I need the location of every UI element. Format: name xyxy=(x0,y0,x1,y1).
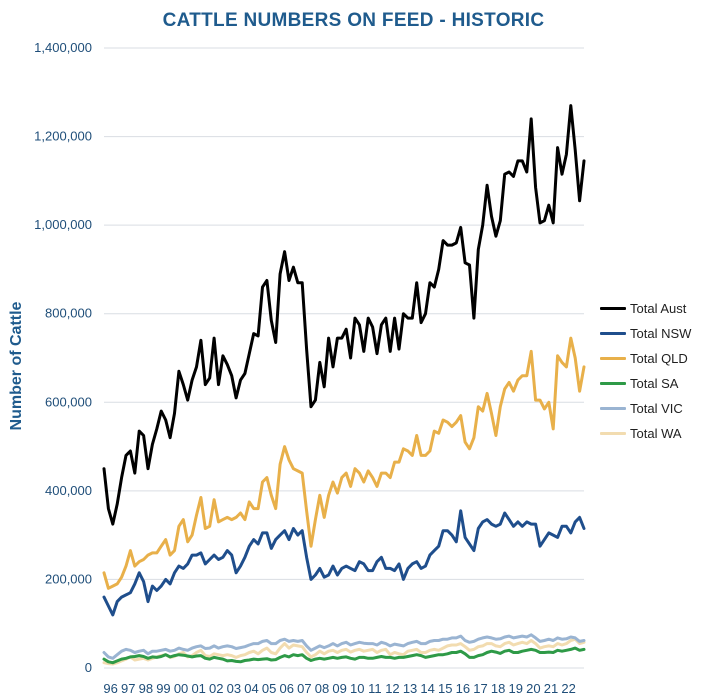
legend-label: Total NSW xyxy=(630,326,692,341)
legend-swatch xyxy=(600,382,626,385)
x-axis-ticks: 96 97 98 99 00 01 02 03 04 05 06 07 08 09 10 11 12 13 14 15… xyxy=(103,681,575,696)
x-tick-label: 20 xyxy=(526,681,540,696)
x-tick-label: 13 xyxy=(403,681,417,696)
y-tick-label: 800,000 xyxy=(45,306,92,321)
x-tick-label: 18 xyxy=(491,681,505,696)
series-line-total-vic xyxy=(102,633,586,660)
y-tick-label: 1,200,000 xyxy=(34,129,92,144)
legend-swatch xyxy=(600,407,626,410)
x-tick-label: 04 xyxy=(244,681,258,696)
x-tick-label: 22 xyxy=(561,681,575,696)
legend-item: Total Aust xyxy=(600,296,691,321)
gridlines xyxy=(104,47,584,669)
legend-swatch xyxy=(600,357,626,360)
legend-item: Total QLD xyxy=(600,346,691,371)
x-tick-label: 16 xyxy=(456,681,470,696)
legend-swatch xyxy=(600,432,626,435)
y-axis-ticks: 0 200,000 400,000 600,000 800,000 1,000,000 1,… xyxy=(34,40,92,675)
series-line-total-aust xyxy=(102,104,586,526)
x-tick-label: 00 xyxy=(174,681,188,696)
y-tick-label: 400,000 xyxy=(45,483,92,498)
x-tick-label: 98 xyxy=(139,681,153,696)
x-tick-label: 15 xyxy=(438,681,452,696)
x-tick-label: 08 xyxy=(315,681,329,696)
series-line-total-nsw xyxy=(102,509,586,617)
x-tick-label: 11 xyxy=(368,681,382,696)
legend-item: Total WA xyxy=(600,421,691,446)
legend-label: Total VIC xyxy=(630,401,683,416)
x-tick-label: 05 xyxy=(262,681,276,696)
x-tick-label: 96 xyxy=(103,681,117,696)
series-lines xyxy=(102,104,586,666)
legend-label: Total SA xyxy=(630,376,679,391)
series-line-total-wa xyxy=(102,637,586,666)
x-tick-label: 07 xyxy=(297,681,311,696)
legend-item: Total VIC xyxy=(600,396,691,421)
x-tick-label: 99 xyxy=(156,681,170,696)
legend-swatch xyxy=(600,307,626,310)
legend-label: Total QLD xyxy=(630,351,688,366)
x-tick-label: 09 xyxy=(332,681,346,696)
x-tick-label: 06 xyxy=(280,681,294,696)
legend-swatch xyxy=(600,332,626,335)
x-tick-label: 10 xyxy=(350,681,364,696)
y-tick-label: 0 xyxy=(85,660,92,675)
x-tick-label: 14 xyxy=(420,681,434,696)
x-tick-label: 19 xyxy=(509,681,523,696)
legend-label: Total WA xyxy=(630,426,682,441)
x-tick-label: 12 xyxy=(385,681,399,696)
y-tick-label: 1,000,000 xyxy=(34,217,92,232)
x-tick-label: 01 xyxy=(191,681,205,696)
legend: Total Aust Total NSW Total QLD Total SA Tota… xyxy=(600,296,691,446)
series-line-total-sa xyxy=(102,646,586,665)
x-tick-label: 97 xyxy=(121,681,135,696)
chart-title: CATTLE NUMBERS ON FEED - HISTORIC xyxy=(162,10,545,31)
y-tick-label: 1,400,000 xyxy=(34,40,92,55)
x-tick-label: 03 xyxy=(227,681,241,696)
x-tick-label: 21 xyxy=(544,681,558,696)
series-line-total-qld xyxy=(102,336,586,590)
x-tick-label: 02 xyxy=(209,681,223,696)
y-tick-label: 200,000 xyxy=(45,571,92,586)
legend-item: Total SA xyxy=(600,371,691,396)
x-tick-label: 17 xyxy=(473,681,487,696)
legend-label: Total Aust xyxy=(630,301,687,316)
legend-item: Total NSW xyxy=(600,321,691,346)
y-tick-label: 600,000 xyxy=(45,394,92,409)
